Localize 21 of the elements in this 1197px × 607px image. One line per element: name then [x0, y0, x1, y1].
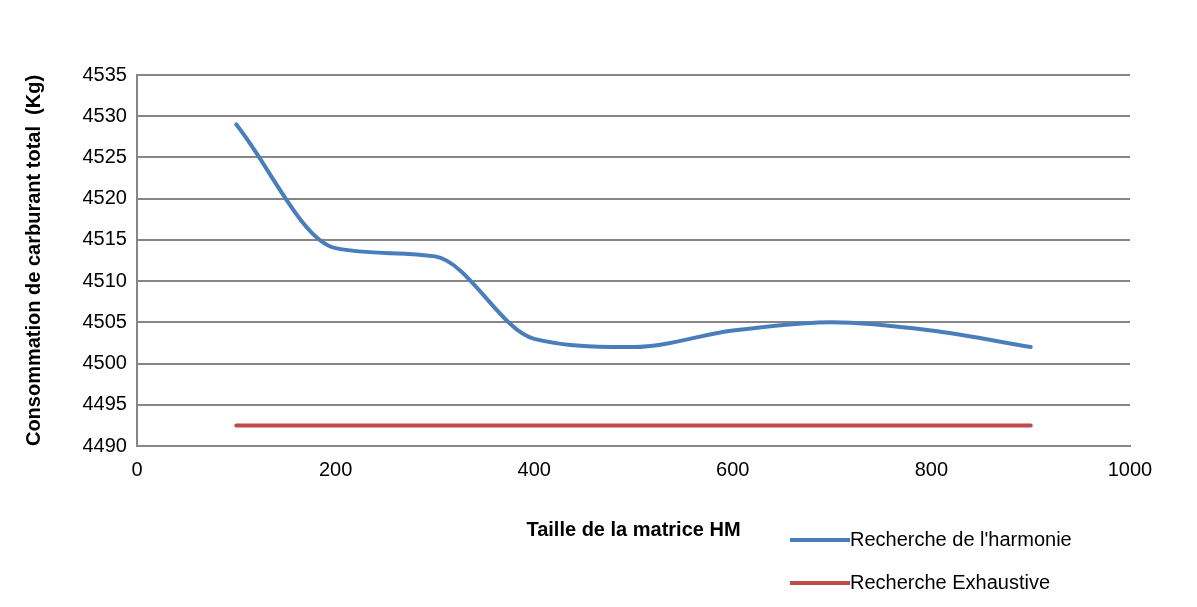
x-tick-label: 0: [131, 457, 143, 480]
y-tick-label: 4505: [82, 309, 127, 332]
legend-label: Recherche de l'harmonie: [850, 528, 1072, 551]
x-tick-label: 400: [517, 457, 551, 480]
y-tick-label: 4490: [82, 433, 127, 456]
x-tick-label: 1000: [1107, 457, 1153, 480]
y-tick-label: 4535: [82, 62, 127, 85]
x-tick-label: 600: [716, 457, 750, 480]
y-tick-label: 4520: [82, 186, 127, 209]
y-axis-title: Consommation de carburant total (Kg): [21, 74, 44, 447]
legend-label: Recherche Exhaustive: [850, 571, 1051, 594]
x-tick-label: 800: [914, 457, 949, 480]
y-tick-label: 4500: [82, 351, 127, 374]
line-series: [234, 122, 1033, 350]
x-tick-label: 200: [318, 457, 353, 480]
y-tick-label: 4510: [82, 268, 127, 291]
y-tick-label: 4530: [82, 103, 127, 126]
y-tick-label: 4495: [82, 392, 127, 415]
x-axis-title: Taille de la matrice HM: [526, 517, 741, 540]
y-tick-label: 4525: [82, 144, 127, 167]
y-tick-label: 4515: [82, 227, 127, 250]
